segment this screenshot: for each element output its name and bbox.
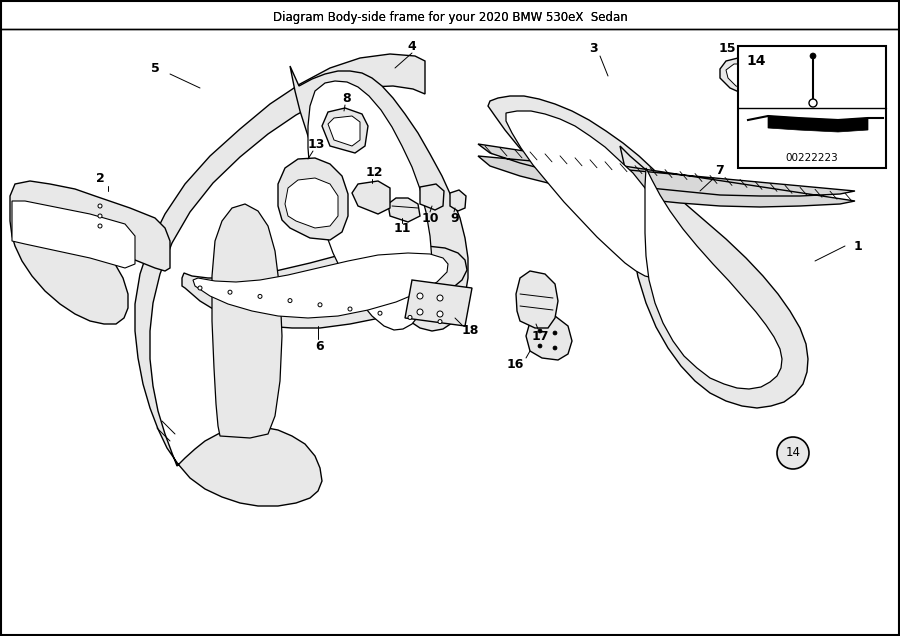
Circle shape	[98, 214, 102, 218]
Text: 1: 1	[853, 240, 862, 252]
Polygon shape	[290, 66, 468, 331]
Circle shape	[378, 311, 382, 315]
Circle shape	[810, 53, 816, 59]
Polygon shape	[10, 181, 170, 324]
Polygon shape	[726, 64, 761, 90]
Polygon shape	[135, 54, 425, 506]
Polygon shape	[352, 181, 390, 214]
Text: 00222223: 00222223	[786, 153, 839, 163]
Circle shape	[777, 437, 809, 469]
Circle shape	[553, 331, 557, 335]
Polygon shape	[182, 246, 467, 328]
Circle shape	[417, 293, 423, 299]
Circle shape	[553, 346, 557, 350]
Text: 2: 2	[95, 172, 104, 184]
Text: 9: 9	[451, 212, 459, 225]
Text: 14: 14	[786, 446, 800, 459]
Text: 18: 18	[462, 324, 479, 338]
Polygon shape	[516, 271, 558, 328]
Text: 3: 3	[589, 41, 598, 55]
Polygon shape	[285, 178, 338, 228]
Text: 7: 7	[716, 165, 724, 177]
Text: 16: 16	[507, 357, 524, 371]
Text: 14: 14	[746, 54, 766, 68]
Polygon shape	[405, 280, 472, 326]
Text: 8: 8	[343, 92, 351, 104]
Text: 10: 10	[421, 212, 439, 225]
Circle shape	[98, 204, 102, 208]
Polygon shape	[193, 253, 448, 318]
Polygon shape	[212, 204, 282, 438]
Polygon shape	[308, 81, 432, 330]
Polygon shape	[328, 116, 360, 146]
Circle shape	[98, 224, 102, 228]
Polygon shape	[450, 190, 466, 211]
Text: 17: 17	[531, 329, 549, 343]
Circle shape	[809, 99, 817, 107]
Text: 12: 12	[365, 165, 382, 179]
Circle shape	[318, 303, 322, 307]
Circle shape	[538, 344, 542, 348]
Polygon shape	[620, 146, 808, 408]
Polygon shape	[322, 108, 368, 153]
Bar	[738, 46, 886, 168]
Circle shape	[258, 294, 262, 298]
Text: Diagram Body-side frame for your 2020 BMW 530eX  Sedan: Diagram Body-side frame for your 2020 BM…	[273, 11, 627, 25]
Polygon shape	[12, 201, 135, 268]
Polygon shape	[768, 116, 868, 132]
Polygon shape	[506, 111, 670, 278]
Circle shape	[348, 307, 352, 311]
Circle shape	[437, 295, 443, 301]
Circle shape	[437, 311, 443, 317]
Circle shape	[417, 309, 423, 315]
Polygon shape	[526, 316, 572, 360]
Text: 4: 4	[408, 39, 417, 53]
Polygon shape	[478, 144, 855, 207]
Circle shape	[228, 290, 232, 294]
Text: 15: 15	[718, 41, 736, 55]
Text: 6: 6	[316, 340, 324, 352]
Text: Diagram Body-side frame for your 2020 BMW 530eX  Sedan: Diagram Body-side frame for your 2020 BM…	[273, 11, 627, 25]
Polygon shape	[420, 184, 444, 210]
Text: 11: 11	[393, 221, 410, 235]
Polygon shape	[388, 198, 420, 222]
Text: 13: 13	[307, 137, 325, 151]
Circle shape	[408, 315, 412, 319]
Polygon shape	[488, 96, 696, 284]
Circle shape	[538, 329, 542, 333]
Circle shape	[438, 320, 442, 324]
Polygon shape	[278, 158, 348, 240]
Polygon shape	[645, 168, 782, 389]
Polygon shape	[720, 58, 768, 96]
Circle shape	[198, 286, 202, 290]
Circle shape	[288, 298, 292, 303]
Text: 5: 5	[150, 62, 159, 74]
